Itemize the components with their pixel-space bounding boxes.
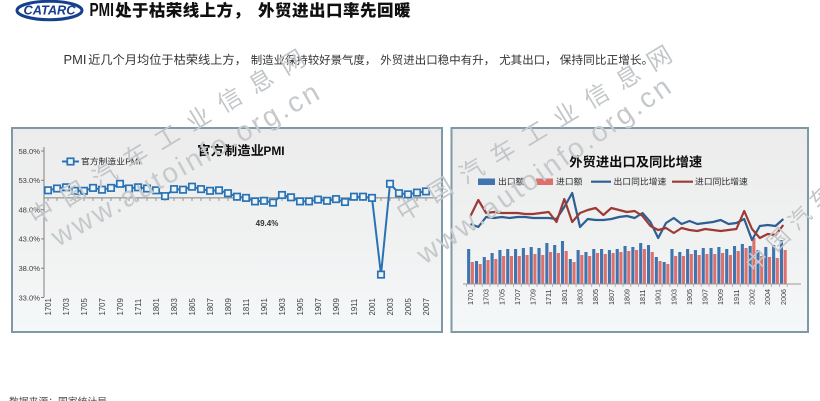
svg-text:2004: 2004: [763, 289, 772, 305]
svg-text:1911: 1911: [732, 290, 741, 305]
svg-text:1901: 1901: [260, 298, 269, 315]
svg-text:1907: 1907: [314, 298, 323, 315]
svg-text:1811: 1811: [242, 299, 251, 316]
svg-text:1807: 1807: [607, 289, 616, 305]
svg-text:2006: 2006: [779, 289, 788, 305]
svg-text:1703: 1703: [482, 289, 491, 305]
svg-text:1811: 1811: [638, 290, 647, 305]
svg-text:1703: 1703: [62, 298, 71, 315]
svg-text:1911: 1911: [350, 299, 359, 316]
svg-text:1705: 1705: [80, 297, 89, 315]
svg-text:2005: 2005: [404, 297, 413, 315]
svg-text:1709: 1709: [116, 298, 125, 315]
svg-text:49.4%: 49.4%: [256, 219, 279, 228]
svg-text:1909: 1909: [716, 289, 725, 305]
svg-text:1705: 1705: [497, 289, 506, 305]
svg-text:1909: 1909: [332, 298, 341, 315]
svg-text:43.0%: 43.0%: [18, 235, 40, 244]
svg-text:1905: 1905: [296, 297, 305, 315]
svg-text:PMI: PMI: [64, 52, 87, 67]
svg-text:1809: 1809: [622, 289, 631, 305]
svg-text:1807: 1807: [206, 298, 215, 315]
svg-text:1801: 1801: [560, 289, 569, 305]
svg-text:33.0%: 33.0%: [18, 293, 40, 302]
svg-text:PMI: PMI: [90, 0, 114, 20]
svg-text:1907: 1907: [701, 289, 710, 305]
svg-text:1711: 1711: [544, 290, 553, 305]
svg-text:2003: 2003: [386, 298, 395, 315]
svg-text:1803: 1803: [576, 289, 585, 305]
svg-text:1809: 1809: [224, 298, 233, 315]
svg-text:1711: 1711: [134, 299, 143, 316]
svg-text:53.0%: 53.0%: [18, 176, 40, 185]
svg-text:58.0%: 58.0%: [18, 147, 40, 156]
svg-text:1701: 1701: [44, 298, 53, 315]
svg-text:48.0%: 48.0%: [18, 205, 40, 214]
svg-text:1903: 1903: [278, 298, 287, 315]
svg-text:PMI: PMI: [125, 157, 140, 167]
svg-text:1905: 1905: [685, 289, 694, 305]
svg-text:38.0%: 38.0%: [18, 264, 40, 273]
svg-text:1707: 1707: [98, 298, 107, 315]
svg-text:CATARC: CATARC: [24, 4, 77, 18]
svg-text:1707: 1707: [513, 289, 522, 305]
svg-text:2002: 2002: [748, 289, 757, 305]
svg-text:1709: 1709: [529, 289, 538, 305]
svg-text:1901: 1901: [654, 289, 663, 305]
svg-text:1801: 1801: [152, 298, 161, 315]
svg-text:1803: 1803: [170, 298, 179, 315]
svg-text:2001: 2001: [368, 298, 377, 315]
svg-text:2007: 2007: [422, 298, 431, 315]
svg-text:1903: 1903: [669, 289, 678, 305]
svg-text:PMI: PMI: [263, 144, 284, 158]
svg-text:1805: 1805: [188, 297, 197, 315]
svg-text:1805: 1805: [591, 289, 600, 305]
svg-text:1701: 1701: [466, 289, 475, 305]
